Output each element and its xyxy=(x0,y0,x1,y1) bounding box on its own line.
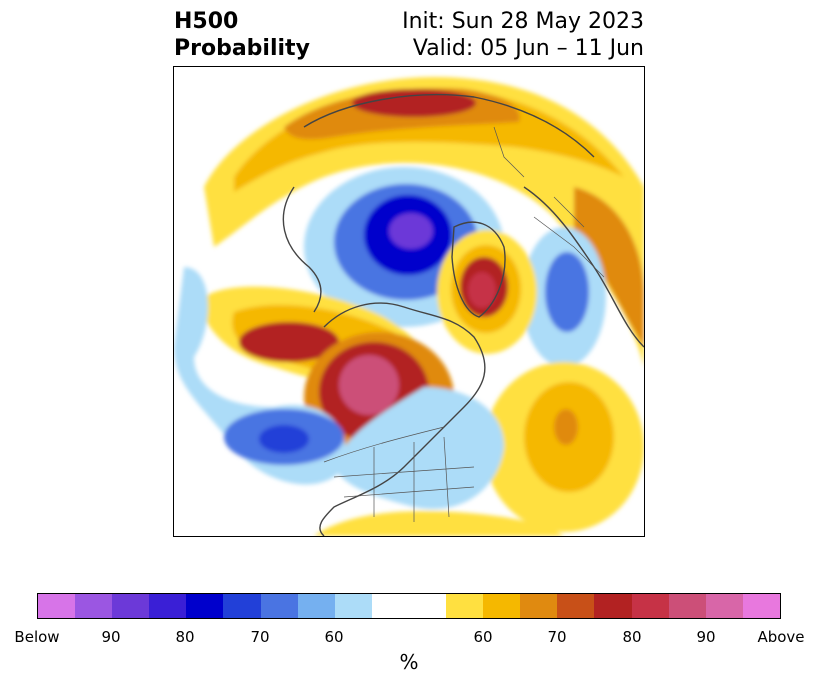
product-label: Probability xyxy=(174,36,310,61)
valid-range-label: Valid: 05 Jun – 11 Jun xyxy=(412,36,644,61)
colorbar-segment xyxy=(223,594,261,618)
colorbar-tick-label: 60 xyxy=(324,628,344,646)
colorbar-tick-label: 80 xyxy=(175,628,195,646)
anomaly-below-us-east xyxy=(334,387,504,509)
colorbar-segment xyxy=(112,594,150,618)
colorbar xyxy=(37,593,781,619)
colorbar-segment xyxy=(186,594,224,618)
colorbar-segment xyxy=(334,594,372,618)
colorbar-segment xyxy=(742,594,780,618)
colorbar-segment xyxy=(520,594,558,618)
colorbar-tick-label: 90 xyxy=(101,628,121,646)
polar-map xyxy=(173,66,645,537)
colorbar-tick-labels: Below 90 80 70 60 60 70 80 90 Above xyxy=(0,628,819,648)
colorbar-segment xyxy=(705,594,743,618)
border-us-canada xyxy=(323,426,445,463)
colorbar-tick-label: 80 xyxy=(622,628,642,646)
anomaly-above-north-peak xyxy=(352,89,476,117)
colorbar-tick-label: 70 xyxy=(547,628,567,646)
anomaly-above-central-core xyxy=(468,272,496,308)
coastline-alaska xyxy=(282,186,322,313)
colorbar-unit-label: % xyxy=(399,650,419,674)
coastline-north-america xyxy=(319,302,486,536)
anomaly-below-east-inner xyxy=(545,252,589,332)
colorbar-segment xyxy=(75,594,113,618)
colorbar-tick-label: 70 xyxy=(250,628,270,646)
anomaly-below-pacific-core xyxy=(259,425,309,453)
colorbar-tick-label: Above xyxy=(757,628,805,646)
colorbar-tick-label: 60 xyxy=(473,628,493,646)
colorbar-segment xyxy=(557,594,595,618)
colorbar-segment xyxy=(38,594,76,618)
colorbar-tick-label: 90 xyxy=(696,628,716,646)
border-eurasia xyxy=(493,126,605,278)
anomaly-above-atlantic-core xyxy=(554,409,578,445)
title-left: H500 Probability xyxy=(174,8,310,62)
colorbar-tick-label: Below xyxy=(14,628,60,646)
init-date-label: Init: Sun 28 May 2023 xyxy=(402,9,644,34)
anomaly-above-south-arc xyxy=(314,510,564,536)
border-us-states xyxy=(333,436,475,522)
anomaly-below-arctic-core xyxy=(389,213,433,249)
title-right: Init: Sun 28 May 2023 Valid: 05 Jun – 11… xyxy=(402,8,644,62)
coastline-siberia xyxy=(303,93,595,158)
colorbar-segment xyxy=(594,594,632,618)
colorbar-segment xyxy=(149,594,187,618)
colorbar-segment xyxy=(668,594,706,618)
anomaly-above-pacific-core xyxy=(239,322,339,362)
colorbar-segment xyxy=(483,594,521,618)
colorbar-segment xyxy=(631,594,669,618)
anomaly-above-east-band xyxy=(574,187,644,347)
colorbar-segment xyxy=(260,594,298,618)
coastline-greenland xyxy=(451,221,506,318)
variable-label: H500 xyxy=(174,9,239,34)
colorbar-segment xyxy=(297,594,335,618)
colorbar-segment xyxy=(446,594,484,618)
anomaly-above-canada-core xyxy=(339,355,399,415)
colorbar-segment xyxy=(371,594,447,618)
